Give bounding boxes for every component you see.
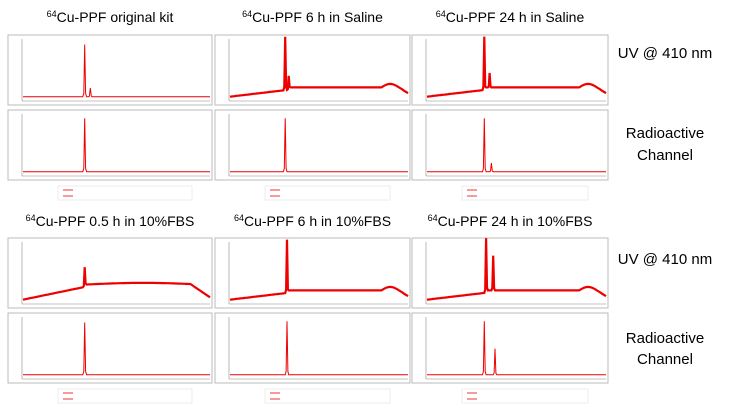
row-label: UV @ 410 nm (618, 45, 712, 62)
isotope: 64 (436, 9, 446, 19)
panel: 64Cu-PPF 6 h in Saline (214, 9, 411, 201)
trace (23, 322, 210, 376)
legend-box (57, 388, 193, 404)
trace (426, 36, 607, 98)
panel-title: 64Cu-PPF 6 h in Saline (242, 9, 383, 25)
row-label: Channel (637, 147, 693, 164)
row-label: Radioactive (626, 125, 704, 142)
plot-frame (411, 237, 609, 309)
trace (229, 239, 409, 301)
panels: 64Cu-PPF original kit 64Cu-PPF 6 h in Sal… (7, 9, 609, 404)
isotope: 64 (234, 213, 244, 223)
trace (230, 321, 408, 376)
title-text: Cu-PPF 6 h in Saline (252, 9, 383, 25)
row-label: UV @ 410 nm (618, 251, 712, 268)
panel: 64Cu-PPF 6 h in 10%FBS (214, 213, 411, 404)
plot-frame (7, 109, 213, 181)
row-label: Channel (637, 351, 693, 368)
title-text: Cu-PPF 6 h in 10%FBS (244, 213, 391, 229)
legend-box (461, 388, 589, 404)
trace (426, 238, 607, 301)
isotope: 64 (47, 9, 57, 19)
panel: 64Cu-PPF original kit (7, 9, 213, 201)
plot-frame (214, 34, 411, 106)
panel: 64Cu-PPF 24 h in 10%FBS (411, 213, 609, 404)
isotope: 64 (26, 213, 36, 223)
plot-frame (411, 34, 609, 106)
panel-title: 64Cu-PPF 6 h in 10%FBS (234, 213, 391, 229)
panel: 64Cu-PPF 24 h in Saline (411, 9, 609, 201)
title-text: Cu-PPF 0.5 h in 10%FBS (36, 213, 195, 229)
trace (23, 118, 210, 173)
plot-frame (7, 34, 213, 106)
plot-frame (7, 312, 213, 384)
title-text: Cu-PPF 24 h in 10%FBS (438, 213, 593, 229)
panel-title: 64Cu-PPF 0.5 h in 10%FBS (26, 213, 195, 229)
plot-frame (214, 237, 411, 309)
trace (230, 118, 408, 173)
legend-box (264, 388, 391, 404)
trace (22, 267, 211, 301)
plot-frame (411, 312, 609, 384)
legend-box (57, 185, 193, 201)
title-text: Cu-PPF 24 h in Saline (446, 9, 585, 25)
isotope: 64 (428, 213, 438, 223)
row-label: Radioactive (626, 330, 704, 347)
panel-title: 64Cu-PPF original kit (47, 9, 174, 25)
trace (427, 118, 606, 173)
legend-box (461, 185, 589, 201)
trace (427, 321, 606, 376)
isotope: 64 (242, 9, 252, 19)
trace (229, 36, 409, 98)
plot-frame (411, 109, 609, 181)
plot-frame (214, 109, 411, 181)
legend-box (264, 185, 391, 201)
trace (23, 44, 210, 98)
panel-title: 64Cu-PPF 24 h in 10%FBS (428, 213, 593, 229)
title-text: Cu-PPF original kit (57, 9, 174, 25)
panel-title: 64Cu-PPF 24 h in Saline (436, 9, 585, 25)
plot-frame (214, 312, 411, 384)
panel: 64Cu-PPF 0.5 h in 10%FBS (7, 213, 213, 404)
